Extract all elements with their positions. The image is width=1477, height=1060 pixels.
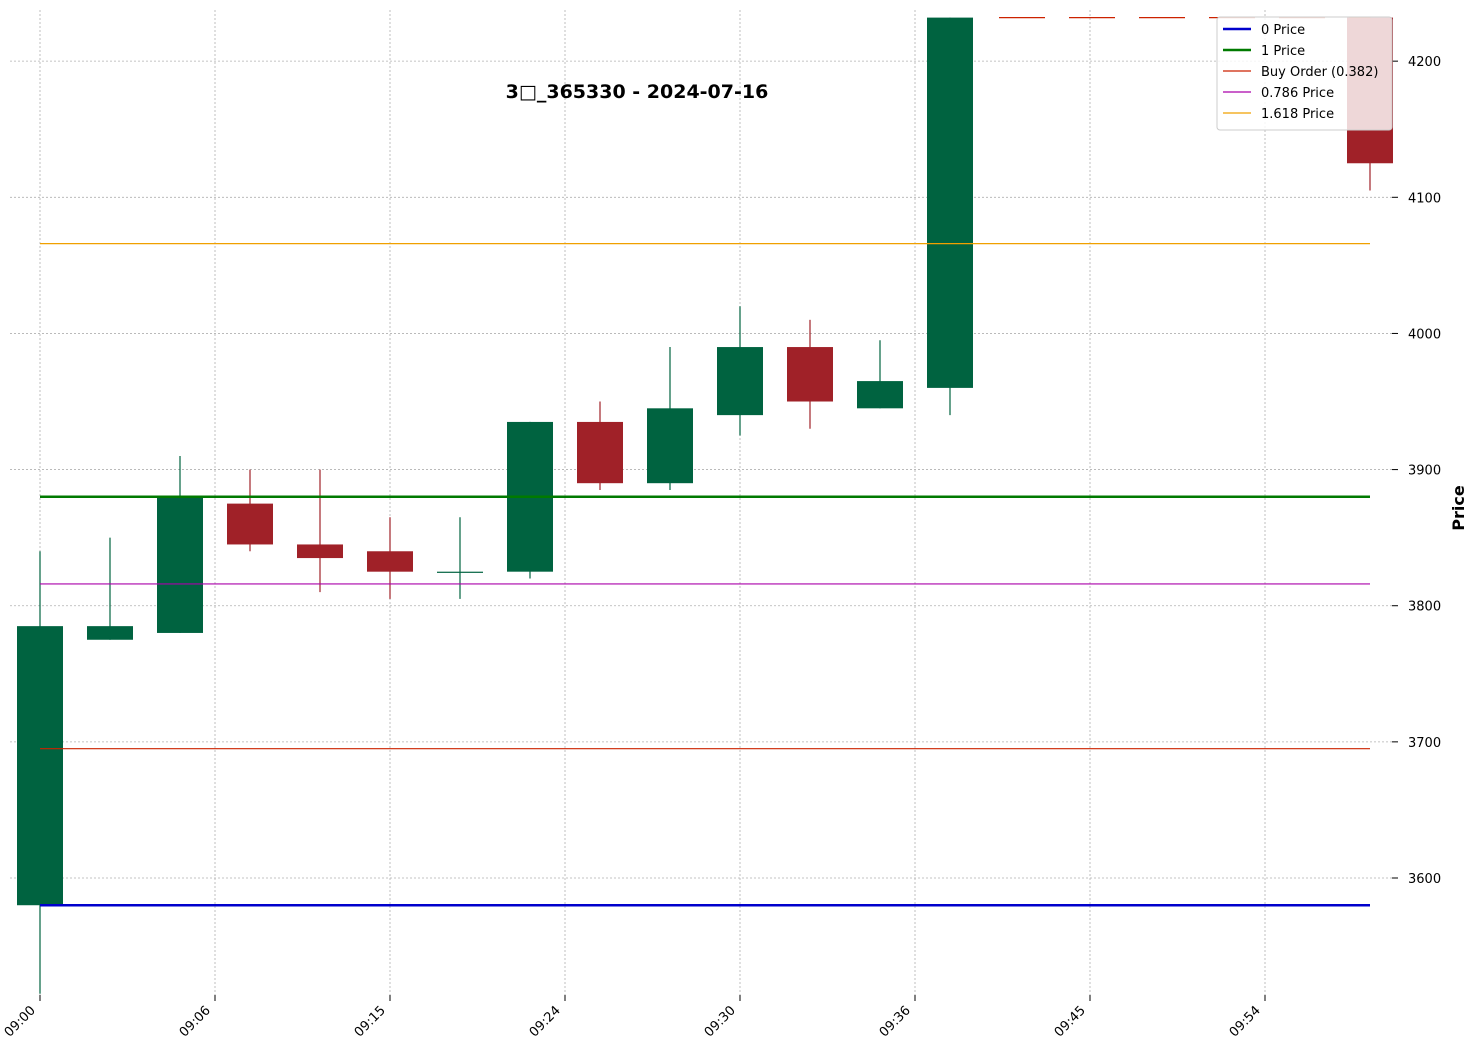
candle-body — [17, 626, 63, 906]
candle-body — [87, 626, 133, 640]
legend-label: Buy Order (0.382) — [1261, 65, 1378, 80]
y-tick-label: 4000 — [1408, 327, 1441, 342]
x-tick-label: 09:45 — [1052, 1003, 1089, 1040]
y-tick-label: 3700 — [1408, 736, 1441, 751]
candle-body — [297, 544, 343, 559]
y-tick-label: 3900 — [1408, 464, 1441, 479]
x-tick-label: 09:24 — [527, 1003, 564, 1040]
candle-body — [927, 17, 973, 388]
candle-body — [437, 571, 483, 573]
legend: 0 Price 1 Price Buy Order (0.382) 0.786 Pri… — [1216, 16, 1393, 131]
x-tick-label: 09:36 — [877, 1003, 914, 1040]
y-axis-label: Price — [1449, 485, 1468, 531]
y-tick-label: 3600 — [1408, 872, 1441, 887]
candle-body — [787, 347, 833, 402]
y-tick-label: 4200 — [1408, 55, 1441, 70]
legend-label: 1 Price — [1261, 44, 1305, 59]
y-tick-label: 3800 — [1408, 600, 1441, 615]
candle-body — [717, 347, 763, 416]
legend-label: 1.618 Price — [1261, 107, 1334, 122]
candle-body — [227, 503, 273, 545]
legend-label: 0 Price — [1261, 23, 1305, 38]
legend-box — [1216, 16, 1393, 131]
candle-body — [647, 408, 693, 484]
reference-lines — [40, 16, 1370, 907]
candles — [17, 17, 1393, 994]
legend-label: 0.786 Price — [1261, 86, 1334, 101]
x-tick-label: 09:00 — [2, 1003, 39, 1040]
candle-body — [857, 381, 903, 409]
x-tick-label: 09:06 — [177, 1003, 214, 1040]
candle-body — [157, 496, 203, 633]
chart-title: 3□_365330 - 2024-07-16 — [506, 81, 769, 103]
candle-body — [577, 421, 623, 484]
x-tick-label: 09:30 — [702, 1003, 739, 1040]
y-tick-label: 4100 — [1408, 191, 1441, 206]
grid — [10, 10, 1392, 995]
candle-body — [367, 551, 413, 572]
x-tick-label: 09:54 — [1227, 1003, 1264, 1040]
x-tick-label: 09:15 — [352, 1003, 389, 1040]
axes: 3600 3700 3800 3900 4000 4100 4200 09:00 09:06 09… — [2, 55, 1441, 1040]
